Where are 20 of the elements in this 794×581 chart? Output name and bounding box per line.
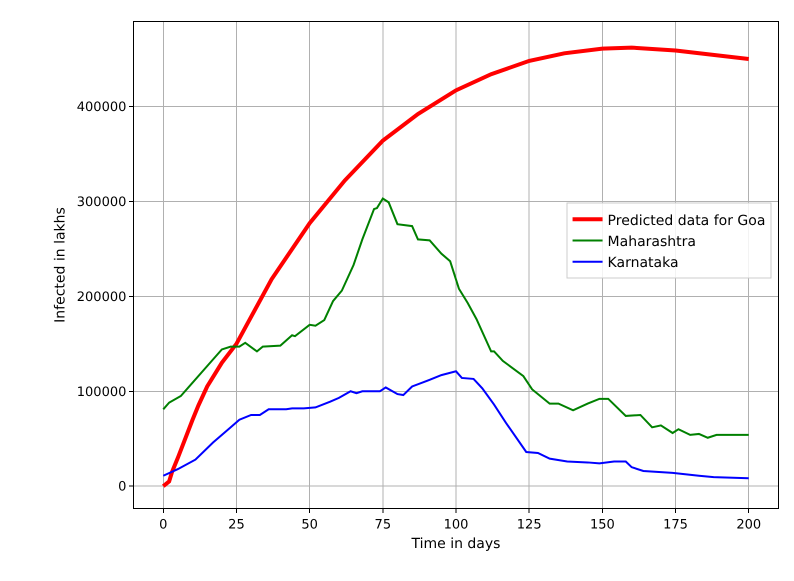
x-tick-label: 175 — [663, 518, 688, 533]
y-tick-label: 300000 — [76, 194, 126, 210]
x-tick-label: 150 — [590, 518, 615, 533]
x-tick-label: 200 — [736, 518, 762, 533]
x-tick-label: 0 — [159, 518, 168, 533]
y-tick-label: 0 — [118, 480, 126, 495]
y-tick-label: 400000 — [76, 100, 126, 116]
y-tick-label: 100000 — [76, 384, 126, 400]
legend-label: Karnataka — [608, 255, 679, 272]
y-axis-title: Infected in lakhs — [52, 207, 68, 323]
x-tick-label: 75 — [374, 518, 392, 533]
x-tick-label: 125 — [516, 518, 542, 533]
y-tick-label: 200000 — [76, 290, 126, 305]
legend-label: Maharashtra — [608, 234, 696, 250]
x-tick-label: 50 — [301, 518, 318, 533]
line-series — [162, 370, 750, 480]
x-tick-label: 25 — [228, 518, 245, 533]
x-tick-label: 100 — [444, 518, 468, 533]
legend-label: Predicted data for Goa — [608, 212, 766, 229]
x-axis-title: Time in days — [410, 536, 500, 552]
